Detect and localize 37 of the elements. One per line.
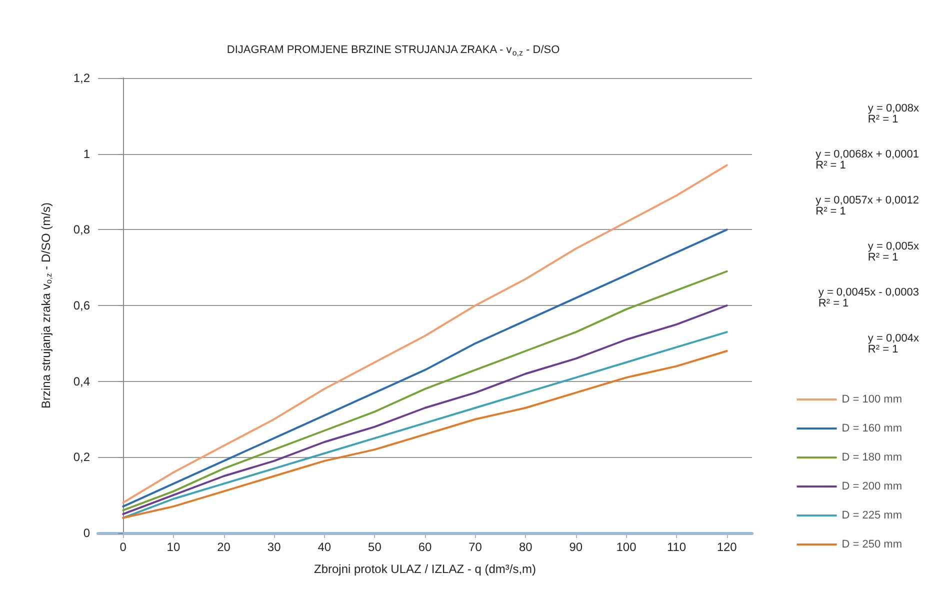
text: y = 0,005x R² = 1 bbox=[868, 240, 920, 264]
x-tick-label: 120 bbox=[716, 540, 738, 554]
legend-label: D = 225 mm bbox=[842, 510, 902, 522]
y-tick-label: 0,8 bbox=[73, 222, 90, 237]
line-series bbox=[122, 164, 728, 504]
text: y = 0,0068x + 0,0001 R² = 1 bbox=[816, 148, 920, 172]
legend-label: D = 250 mm bbox=[842, 538, 902, 550]
x-tick-label: 30 bbox=[267, 540, 282, 554]
y-tick-label: 0,2 bbox=[73, 450, 90, 464]
y-tick-label: 1 bbox=[83, 146, 90, 161]
line-series bbox=[122, 228, 728, 508]
x-tick-label: 40 bbox=[318, 540, 332, 554]
x-tick-label: 100 bbox=[616, 540, 637, 554]
legend-label: D = 100 mm bbox=[842, 394, 902, 406]
y-tick-label: 1,2 bbox=[73, 71, 90, 85]
text: y = 0,0057x + 0,0012 R² = 1 bbox=[816, 194, 920, 218]
x-tick-label: 0 bbox=[120, 540, 127, 554]
x-tick-label: 50 bbox=[368, 540, 382, 554]
text: y = 0,004x R² = 1 bbox=[868, 332, 920, 356]
y-tick-label: 0,6 bbox=[73, 298, 90, 312]
x-tick-label: 20 bbox=[217, 540, 231, 554]
legend-label: D = 160 mm bbox=[842, 422, 902, 434]
x-tick-label: 60 bbox=[418, 540, 432, 554]
text: y = 0,0045x - 0,0003 R² = 1 bbox=[818, 286, 920, 310]
y-axis-title: Brzina strujanja zraka vo,z - D/SO (m/s) bbox=[39, 202, 54, 409]
x-tick-label: 90 bbox=[569, 540, 583, 554]
line-series bbox=[122, 270, 728, 512]
text: y = 0,008x R² = 1 bbox=[868, 102, 920, 126]
legend-label: D = 180 mm bbox=[842, 452, 902, 464]
x-tick-label: 70 bbox=[468, 540, 482, 554]
legend-label: D = 200 mm bbox=[842, 480, 902, 492]
x-axis-title: Zbrojni protok ULAZ / IZLAZ - q (dm³/s,m) bbox=[314, 562, 536, 576]
x-tick-label: 80 bbox=[518, 540, 533, 554]
x-tick-label: 10 bbox=[166, 540, 180, 554]
x-tick-label: 110 bbox=[666, 540, 686, 554]
y-tick-label: 0 bbox=[83, 526, 90, 540]
y-tick-label: 0,4 bbox=[73, 374, 90, 388]
